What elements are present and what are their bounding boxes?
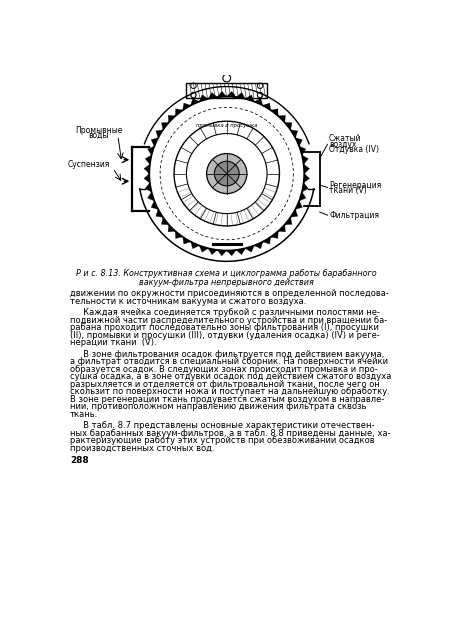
- Text: Сжатый: Сжатый: [329, 134, 361, 143]
- Text: воды: воды: [89, 131, 109, 139]
- Polygon shape: [302, 155, 308, 164]
- Polygon shape: [263, 103, 271, 110]
- Text: ткань.: ткань.: [70, 410, 99, 419]
- Circle shape: [207, 154, 247, 194]
- Text: подвижной части распределительного устройства и при вращении ба-: подвижной части распределительного устро…: [70, 316, 387, 324]
- Text: нии, противоположном направлению движения фильтрата сквозь: нии, противоположном направлению движени…: [70, 402, 367, 411]
- Text: сушка осадка, а в зоне отдувки осадок под действием сжатого воздуха: сушка осадка, а в зоне отдувки осадок по…: [70, 372, 392, 381]
- Text: скользит по поверхности ножа и поступает на дальнейшую обработку.: скользит по поверхности ножа и поступает…: [70, 388, 390, 396]
- Text: Фильтрация: Фильтрация: [329, 211, 379, 219]
- Circle shape: [214, 161, 239, 186]
- Text: производственных сточных вод.: производственных сточных вод.: [70, 444, 215, 453]
- Text: В зоне фильтрования осадок фильтруется под действием вакуума,: В зоне фильтрования осадок фильтруется п…: [70, 349, 384, 359]
- Polygon shape: [299, 146, 306, 155]
- Text: вакуум-фильтра непрерывного действия: вакуум-фильтра непрерывного действия: [140, 278, 314, 286]
- Polygon shape: [236, 92, 245, 99]
- Polygon shape: [162, 217, 169, 224]
- Polygon shape: [291, 209, 298, 217]
- Polygon shape: [263, 237, 271, 244]
- Text: а фильтрат отводится в специальный сборник. На поверхности ячейки: а фильтрат отводится в специальный сборн…: [70, 357, 388, 366]
- Text: (II), промывки и просушки (III), отдувки (удаления осадка) (IV) и реге-: (II), промывки и просушки (III), отдувки…: [70, 331, 380, 339]
- Polygon shape: [191, 242, 199, 249]
- Text: нерации ткани  (V).: нерации ткани (V).: [70, 338, 157, 347]
- Text: движении по окружности присоединяются в определенной последова-: движении по окружности присоединяются в …: [70, 289, 389, 298]
- Polygon shape: [245, 246, 254, 252]
- Text: 288: 288: [70, 456, 89, 465]
- Polygon shape: [271, 109, 278, 116]
- Polygon shape: [304, 174, 310, 183]
- Polygon shape: [285, 122, 292, 130]
- Polygon shape: [183, 237, 191, 244]
- Polygon shape: [156, 209, 163, 217]
- Polygon shape: [304, 164, 310, 174]
- Text: Р и с. 8.13. Конструктивная схема и циклограмма работы барабанного: Р и с. 8.13. Конструктивная схема и цикл…: [76, 269, 377, 278]
- Polygon shape: [227, 250, 236, 256]
- Text: Каждая ячейка соединяется трубкой с различными полостями не-: Каждая ячейка соединяется трубкой с разл…: [70, 308, 380, 317]
- Polygon shape: [144, 174, 150, 183]
- Text: тельности к источникам вакуума и сжатого воздуха.: тельности к источникам вакуума и сжатого…: [70, 297, 306, 306]
- Polygon shape: [145, 183, 152, 192]
- Polygon shape: [299, 192, 306, 201]
- Polygon shape: [176, 109, 183, 116]
- Text: промывка и просушка: промывка и просушка: [196, 123, 257, 128]
- Text: ткани (V): ткани (V): [329, 186, 367, 195]
- Polygon shape: [162, 122, 169, 130]
- Polygon shape: [278, 115, 285, 122]
- Text: В табл. 8.7 представлены основные характеристики отечествен-: В табл. 8.7 представлены основные характ…: [70, 421, 375, 431]
- Polygon shape: [245, 95, 254, 102]
- Polygon shape: [236, 248, 245, 254]
- Text: воздух: воздух: [329, 140, 356, 149]
- Polygon shape: [278, 224, 285, 232]
- Polygon shape: [199, 95, 208, 102]
- Polygon shape: [254, 98, 263, 106]
- Polygon shape: [151, 201, 158, 209]
- Text: Регенерация: Регенерация: [329, 181, 381, 189]
- Polygon shape: [227, 91, 236, 97]
- Text: Промывные: Промывные: [75, 126, 122, 135]
- Polygon shape: [183, 103, 191, 110]
- Text: Отдувка (IV): Отдувка (IV): [329, 145, 379, 154]
- Polygon shape: [176, 231, 183, 238]
- Polygon shape: [148, 146, 154, 155]
- Polygon shape: [168, 115, 176, 122]
- Text: разрыхляется и отделяется от фильтровальной ткани, после чего он: разрыхляется и отделяется от фильтроваль…: [70, 380, 380, 389]
- Text: рабана проходит последовательно зоны фильтрования (I), просушки: рабана проходит последовательно зоны фил…: [70, 323, 379, 332]
- Text: ных барабанных вакуум-фильтров, а в табл. 8.8 приведены данные, ха-: ных барабанных вакуум-фильтров, а в табл…: [70, 429, 391, 438]
- Polygon shape: [191, 98, 199, 106]
- Polygon shape: [254, 242, 263, 249]
- Polygon shape: [145, 155, 152, 164]
- Polygon shape: [151, 138, 158, 146]
- Polygon shape: [285, 217, 292, 224]
- Polygon shape: [208, 248, 217, 254]
- Polygon shape: [302, 183, 308, 192]
- Polygon shape: [199, 246, 208, 252]
- Polygon shape: [291, 130, 298, 138]
- Polygon shape: [295, 201, 302, 209]
- Polygon shape: [168, 224, 176, 232]
- Polygon shape: [295, 138, 302, 146]
- Polygon shape: [271, 231, 278, 238]
- Polygon shape: [144, 164, 150, 174]
- Polygon shape: [217, 250, 227, 256]
- Text: образуется осадок. В следующих зонах происходит промывка и про-: образуется осадок. В следующих зонах про…: [70, 364, 378, 374]
- Text: В зоне регенерации ткань продувается сжатым воздухом в направле-: В зоне регенерации ткань продувается сжа…: [70, 395, 385, 404]
- Polygon shape: [148, 192, 154, 201]
- Polygon shape: [156, 130, 163, 138]
- Text: Суспензия: Суспензия: [68, 160, 110, 169]
- Polygon shape: [208, 92, 217, 99]
- Text: рактеризующие работу этих устройств при обезвоживании осадков: рактеризующие работу этих устройств при …: [70, 436, 375, 446]
- Polygon shape: [217, 91, 227, 97]
